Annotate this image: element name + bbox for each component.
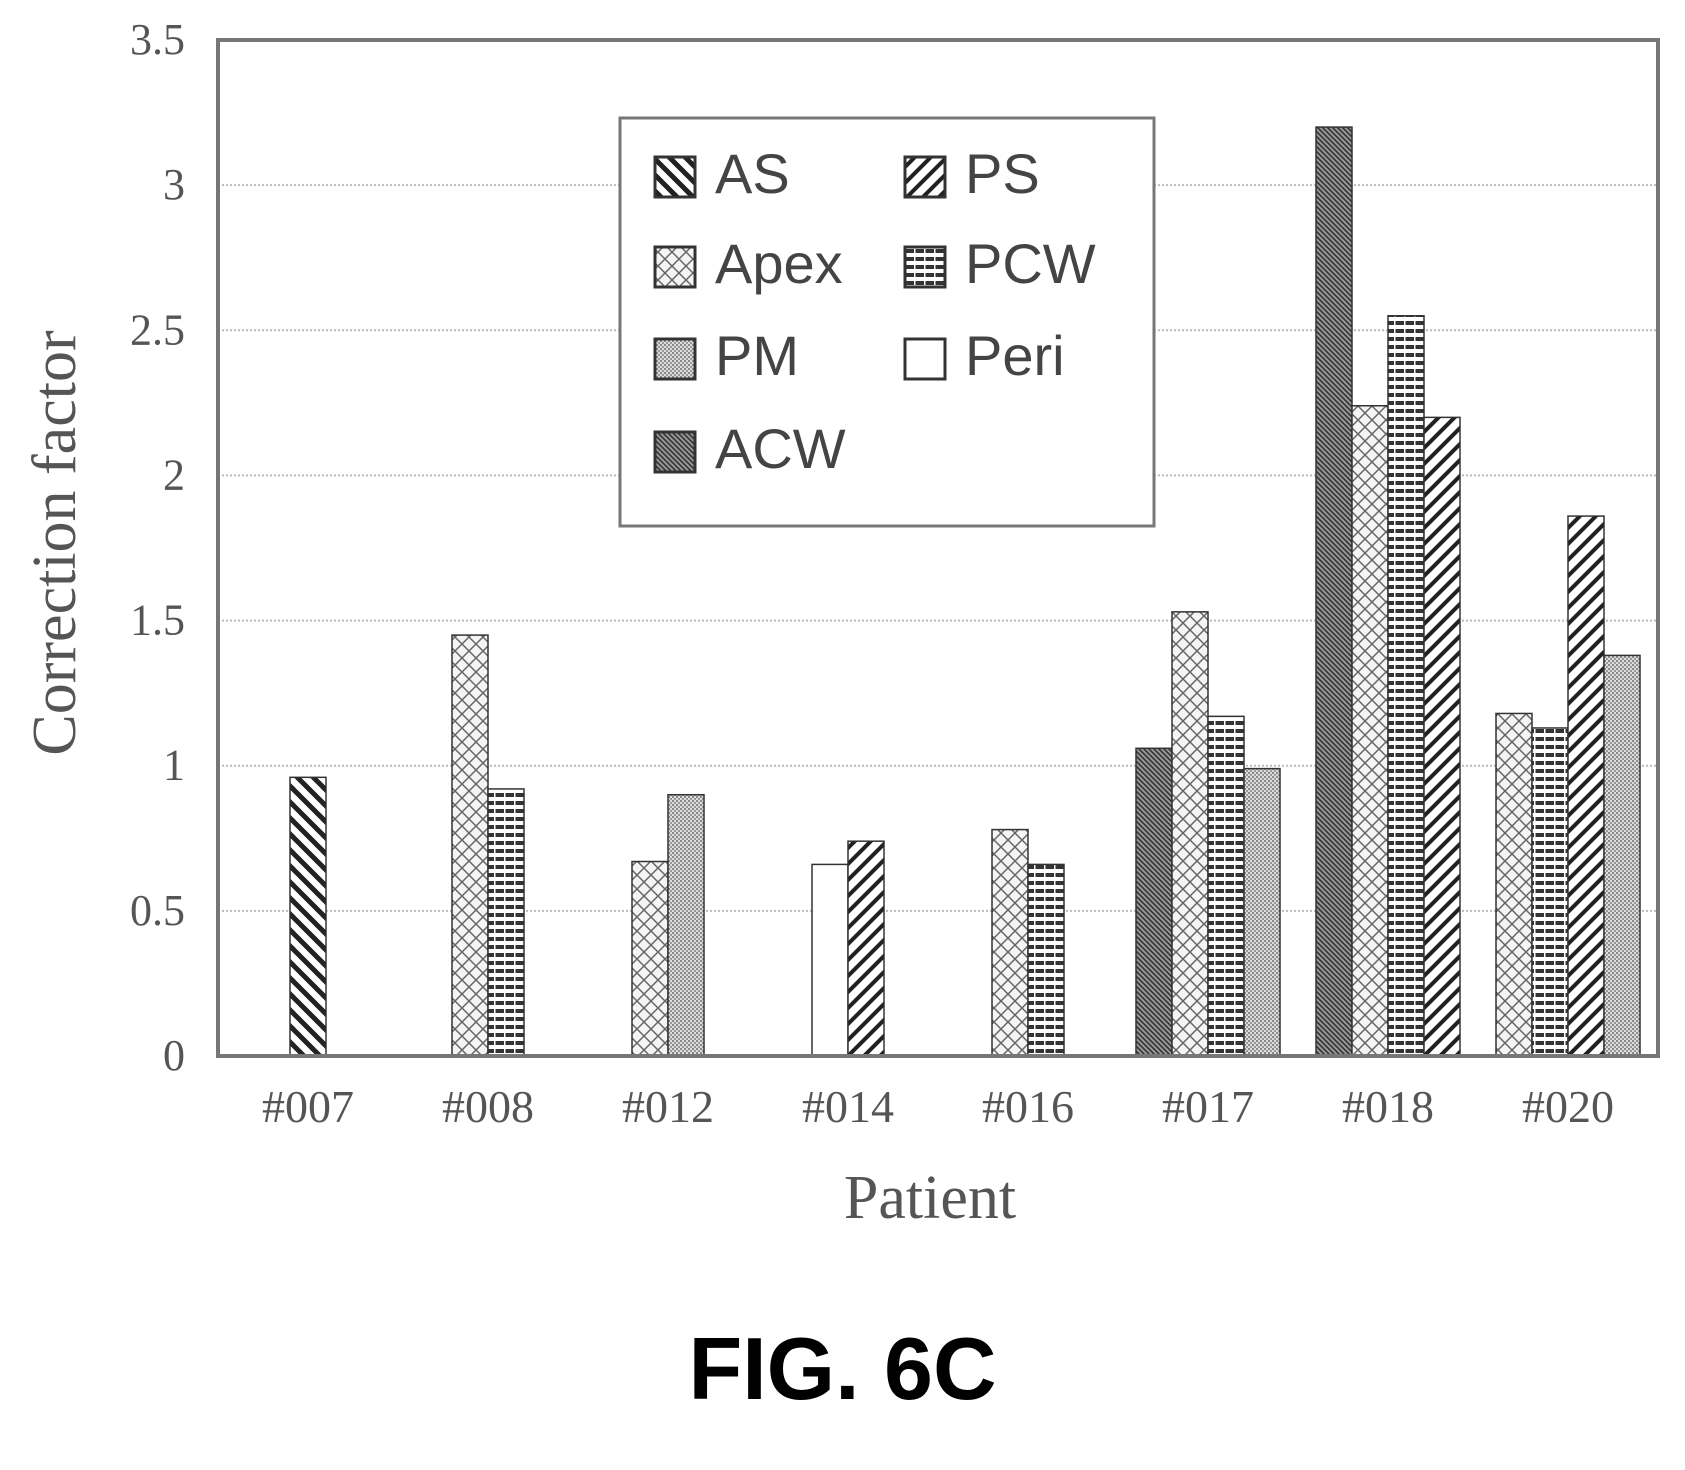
y-tick-label: 1.5: [130, 596, 185, 645]
y-tick-label: 1: [163, 741, 185, 790]
bar-016-apex: [991, 828, 1029, 1057]
y-tick-label: 2.5: [130, 305, 185, 354]
plot-border: [216, 38, 1660, 1058]
bar-020-pm: [1603, 654, 1641, 1057]
y-tick-label: 0: [163, 1031, 185, 1080]
bar-017-apex: [1171, 611, 1209, 1057]
figure-caption: FIG. 6C: [688, 1319, 997, 1418]
bar-007-as: [289, 776, 327, 1057]
legend-label-acw: ACW: [715, 417, 846, 480]
bar-018-pcw: [1387, 315, 1425, 1057]
legend-swatch-pcw: [903, 245, 947, 289]
x-tick-label: #014: [802, 1081, 894, 1132]
bars: [289, 126, 1641, 1057]
y-axis-ticks: 0 0.5 1 1.5 2 2.5 3 3.5: [130, 15, 185, 1080]
bar-008-apex: [451, 634, 489, 1057]
legend-swatch-ps: [903, 155, 947, 199]
bar-018-ps: [1423, 416, 1461, 1057]
x-tick-label: #007: [262, 1081, 354, 1132]
bar-008-pcw: [487, 788, 525, 1057]
bar-012-apex: [631, 860, 669, 1057]
x-axis-label: Patient: [844, 1164, 1016, 1232]
x-axis-ticks: #007 #008 #012 #014 #016 #017 #018 #020: [262, 1081, 1614, 1132]
bar-020-apex: [1495, 712, 1533, 1057]
legend-label-as: AS: [715, 142, 790, 205]
x-tick-label: #020: [1522, 1081, 1614, 1132]
y-tick-label: 0.5: [130, 886, 185, 935]
bar-014-peri: [811, 863, 849, 1057]
y-tick-label: 3.5: [130, 15, 185, 64]
legend-label-peri: Peri: [965, 324, 1065, 387]
x-tick-label: #016: [982, 1081, 1074, 1132]
legend-swatch-as: [653, 155, 697, 199]
bar-014-ps: [847, 840, 885, 1057]
legend-swatch-apex: [653, 245, 697, 289]
legend: AS PS Apex PCW PM Peri ACW: [653, 142, 1096, 480]
bar-020-pcw: [1531, 727, 1569, 1057]
legend-swatch-pm: [653, 337, 697, 381]
bar-016-pcw: [1027, 863, 1065, 1057]
legend-swatch-acw: [653, 430, 697, 474]
bar-018-apex: [1351, 405, 1389, 1057]
legend-label-pcw: PCW: [965, 232, 1096, 295]
y-tick-label: 2: [163, 450, 185, 499]
x-tick-label: #008: [442, 1081, 534, 1132]
x-tick-label: #012: [622, 1081, 714, 1132]
bar-012-pm: [667, 793, 705, 1057]
legend-box: [618, 116, 1156, 528]
bar-017-pm: [1243, 767, 1281, 1057]
legend-swatch-peri: [903, 337, 947, 381]
x-tick-label: #018: [1342, 1081, 1434, 1132]
legend-label-pm: PM: [715, 324, 799, 387]
x-tick-label: #017: [1162, 1081, 1254, 1132]
bar-017-pcw: [1207, 715, 1245, 1057]
bar-018-acw: [1315, 126, 1353, 1057]
y-tick-label: 3: [163, 160, 185, 209]
legend-label-apex: Apex: [715, 232, 843, 295]
bar-017-acw: [1135, 747, 1173, 1057]
y-axis-label: Correction factor: [21, 330, 89, 756]
legend-label-ps: PS: [965, 142, 1040, 205]
bar-020-ps: [1567, 515, 1605, 1057]
